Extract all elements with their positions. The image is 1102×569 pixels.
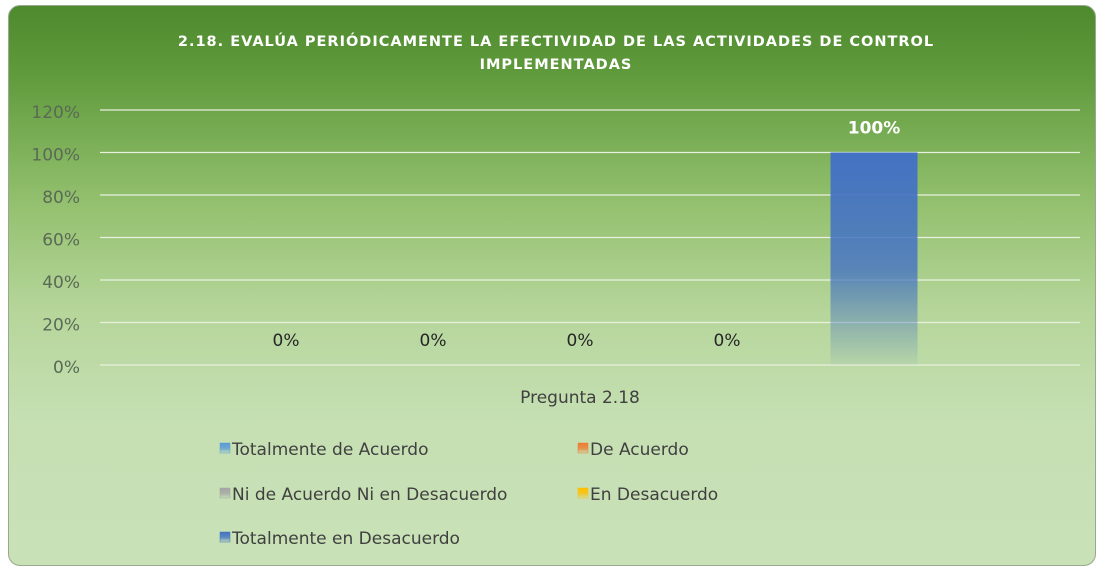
- legend-label: En Desacuerdo: [590, 485, 718, 505]
- bar: [830, 152, 918, 365]
- y-tick-label: 80%: [42, 188, 80, 208]
- legend-marker: [577, 442, 589, 454]
- chart-title: 2.18. EVALÚA PERIÓDICAMENTE LA EFECTIVID…: [177, 34, 935, 73]
- legend-marker: [219, 442, 231, 454]
- data-label: 0%: [567, 331, 594, 351]
- legend-marker: [219, 487, 231, 499]
- data-label: 0%: [420, 331, 447, 351]
- y-tick-label: 60%: [42, 231, 80, 251]
- x-tick-label: Pregunta 2.18: [520, 388, 640, 408]
- data-label: 0%: [273, 331, 300, 351]
- y-tick-label: 20%: [42, 316, 80, 336]
- data-label: 0%: [714, 331, 741, 351]
- y-tick-label: 120%: [31, 103, 80, 123]
- y-tick-label: 0%: [53, 358, 80, 378]
- y-tick-label: 40%: [42, 273, 80, 293]
- legend-label: De Acuerdo: [590, 440, 689, 460]
- legend-marker: [219, 531, 231, 543]
- legend-label: Ni de Acuerdo Ni en Desacuerdo: [232, 485, 507, 505]
- legend-label: Totalmente de Acuerdo: [231, 440, 428, 460]
- legend-label: Totalmente en Desacuerdo: [231, 529, 460, 549]
- y-tick-label: 100%: [31, 146, 80, 166]
- legend-marker: [577, 487, 589, 499]
- data-label: 100%: [848, 119, 901, 139]
